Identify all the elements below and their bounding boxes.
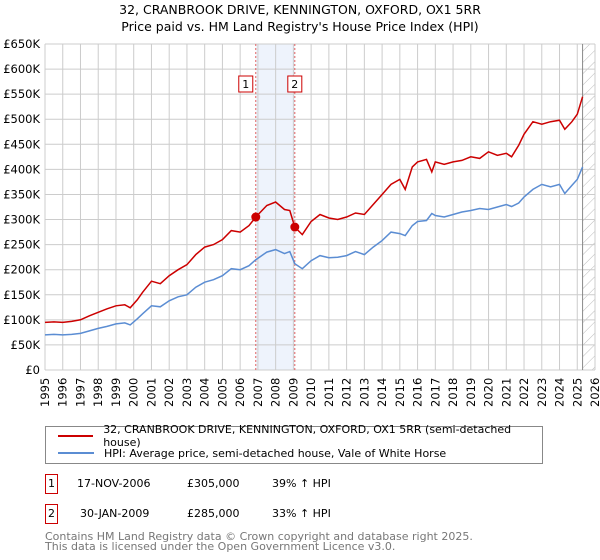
x-tick-label: 2026 [588, 378, 600, 407]
y-tick-label: £0 [25, 363, 40, 377]
x-tick-label: 2016 [411, 378, 425, 407]
x-tick-label: 1999 [109, 378, 123, 407]
y-tick-label: £550K [3, 87, 40, 101]
sale-flag-label: 2 [291, 78, 298, 91]
legend-item-hpi: HPI: Average price, semi-detached house,… [58, 444, 446, 462]
y-tick-label: £300K [3, 213, 40, 227]
sale-marker-label: 2 [45, 504, 58, 524]
y-tick-label: £150K [3, 288, 40, 302]
x-tick-label: 2004 [198, 378, 212, 407]
x-tick-label: 2008 [269, 378, 283, 407]
sale-hpi: 33% ↑ HPI [272, 507, 331, 520]
x-tick-label: 2003 [180, 378, 194, 407]
sale-price: £305,000 [187, 477, 240, 490]
x-tick-label: 2001 [144, 378, 158, 407]
plot-area: 1995 1996 1997 1998 1999 2000 2001 2002 2003 2004… [3, 37, 600, 407]
x-tick-label: 1995 [38, 378, 52, 407]
sale-flag-1 [238, 75, 254, 93]
x-tick-label: 2020 [482, 378, 496, 407]
sale-flag-label: 1 [242, 78, 249, 91]
sale-point-2 [290, 222, 300, 232]
x-tick-label: 1997 [73, 378, 87, 407]
legend: 32, CRANBROOK DRIVE, KENNINGTON, OXFORD,… [45, 423, 543, 464]
x-tick-label: 2025 [570, 378, 584, 407]
x-tick-label: 2013 [357, 378, 371, 407]
y-tick-label: £450K [3, 137, 40, 151]
chart-subtitle: Price paid vs. HM Land Registry's House … [121, 19, 479, 34]
legend-swatch-blue [58, 452, 94, 454]
x-tick-label: 2018 [446, 378, 460, 407]
legend-label: 32, CRANBROOK DRIVE, KENNINGTON, OXFORD,… [103, 423, 512, 449]
y-tick-label: £350K [3, 187, 40, 201]
x-tick-label: 2006 [233, 378, 247, 407]
x-tick-label: 2015 [393, 378, 407, 407]
y-tick-label: £400K [3, 162, 40, 176]
x-tick-label: 2023 [535, 378, 549, 407]
sale-date: 17-NOV-2006 [77, 477, 151, 490]
sale-hpi: 39% ↑ HPI [272, 477, 331, 490]
sale-flag-2 [287, 75, 303, 93]
x-tick-label: 2002 [162, 378, 176, 407]
y-tick-label: £250K [3, 238, 40, 252]
x-tick-label: 1996 [56, 378, 70, 407]
x-tick-label: 2009 [286, 378, 300, 407]
x-tick-label: 2010 [304, 378, 318, 407]
x-tick-label: 1998 [91, 378, 105, 407]
sale-point-1 [251, 212, 261, 222]
x-tick-label: 2000 [127, 378, 141, 407]
footer-licence: This data is licensed under the Open Gov… [45, 540, 396, 553]
x-tick-label: 2007 [251, 378, 265, 407]
y-tick-label: £500K [3, 112, 40, 126]
y-tick-label: £200K [3, 263, 40, 277]
x-tick-label: 2014 [375, 378, 389, 407]
y-tick-label: £100K [3, 313, 40, 327]
y-tick-label: £650K [3, 37, 40, 51]
legend-label: HPI: Average price, semi-detached house,… [104, 446, 447, 460]
legend-item-property: 32, CRANBROOK DRIVE, KENNINGTON, OXFORD,… [58, 423, 542, 449]
x-tick-label: 2022 [517, 378, 531, 407]
x-tick-label: 2019 [464, 378, 478, 407]
legend-swatch-red [58, 435, 94, 437]
y-tick-label: £600K [3, 62, 40, 76]
x-tick-label: 2011 [322, 378, 336, 407]
x-tick-label: 2012 [340, 378, 354, 407]
hpi-line [44, 166, 584, 336]
chart-title: 32, CRANBROOK DRIVE, KENNINGTON, OXFORD,… [119, 2, 481, 17]
price-line [44, 96, 584, 324]
sale-marker-label: 1 [45, 474, 58, 494]
x-tick-label: 2005 [215, 378, 229, 407]
x-tick-label: 2021 [499, 378, 513, 407]
x-tick-label: 2024 [553, 378, 567, 407]
sale-date: 30-JAN-2009 [80, 507, 150, 520]
forecast-hatch [582, 44, 595, 370]
footer-copyright: Contains HM Land Registry data © Crown c… [45, 530, 473, 543]
y-tick-label: £50K [11, 338, 41, 352]
x-tick-label: 2017 [428, 378, 442, 407]
sale-price: £285,000 [187, 507, 240, 520]
